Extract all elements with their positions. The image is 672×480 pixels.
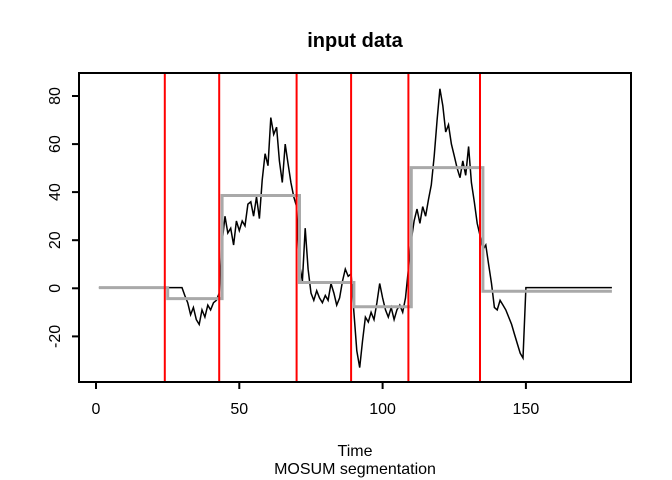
x-tick-label: 150	[513, 401, 540, 418]
y-tick-label: -20	[47, 325, 64, 348]
x-tick-label: 50	[230, 401, 248, 418]
segment-means-step	[98, 166, 612, 309]
chart-title: input data	[307, 30, 403, 52]
y-tick-label: 40	[47, 183, 64, 201]
plot-box	[78, 72, 632, 383]
y-tick-label: 60	[47, 135, 64, 153]
y-tick-label: 0	[47, 284, 64, 293]
x-tick-label: 100	[369, 401, 396, 418]
data-series-line	[98, 88, 612, 368]
x-axis-sublabel: MOSUM segmentation	[274, 461, 436, 478]
x-axis-label: Time	[338, 443, 373, 460]
y-tick-label: 80	[47, 87, 64, 105]
y-tick-label: 20	[47, 231, 64, 249]
x-tick-label: 0	[92, 401, 101, 418]
